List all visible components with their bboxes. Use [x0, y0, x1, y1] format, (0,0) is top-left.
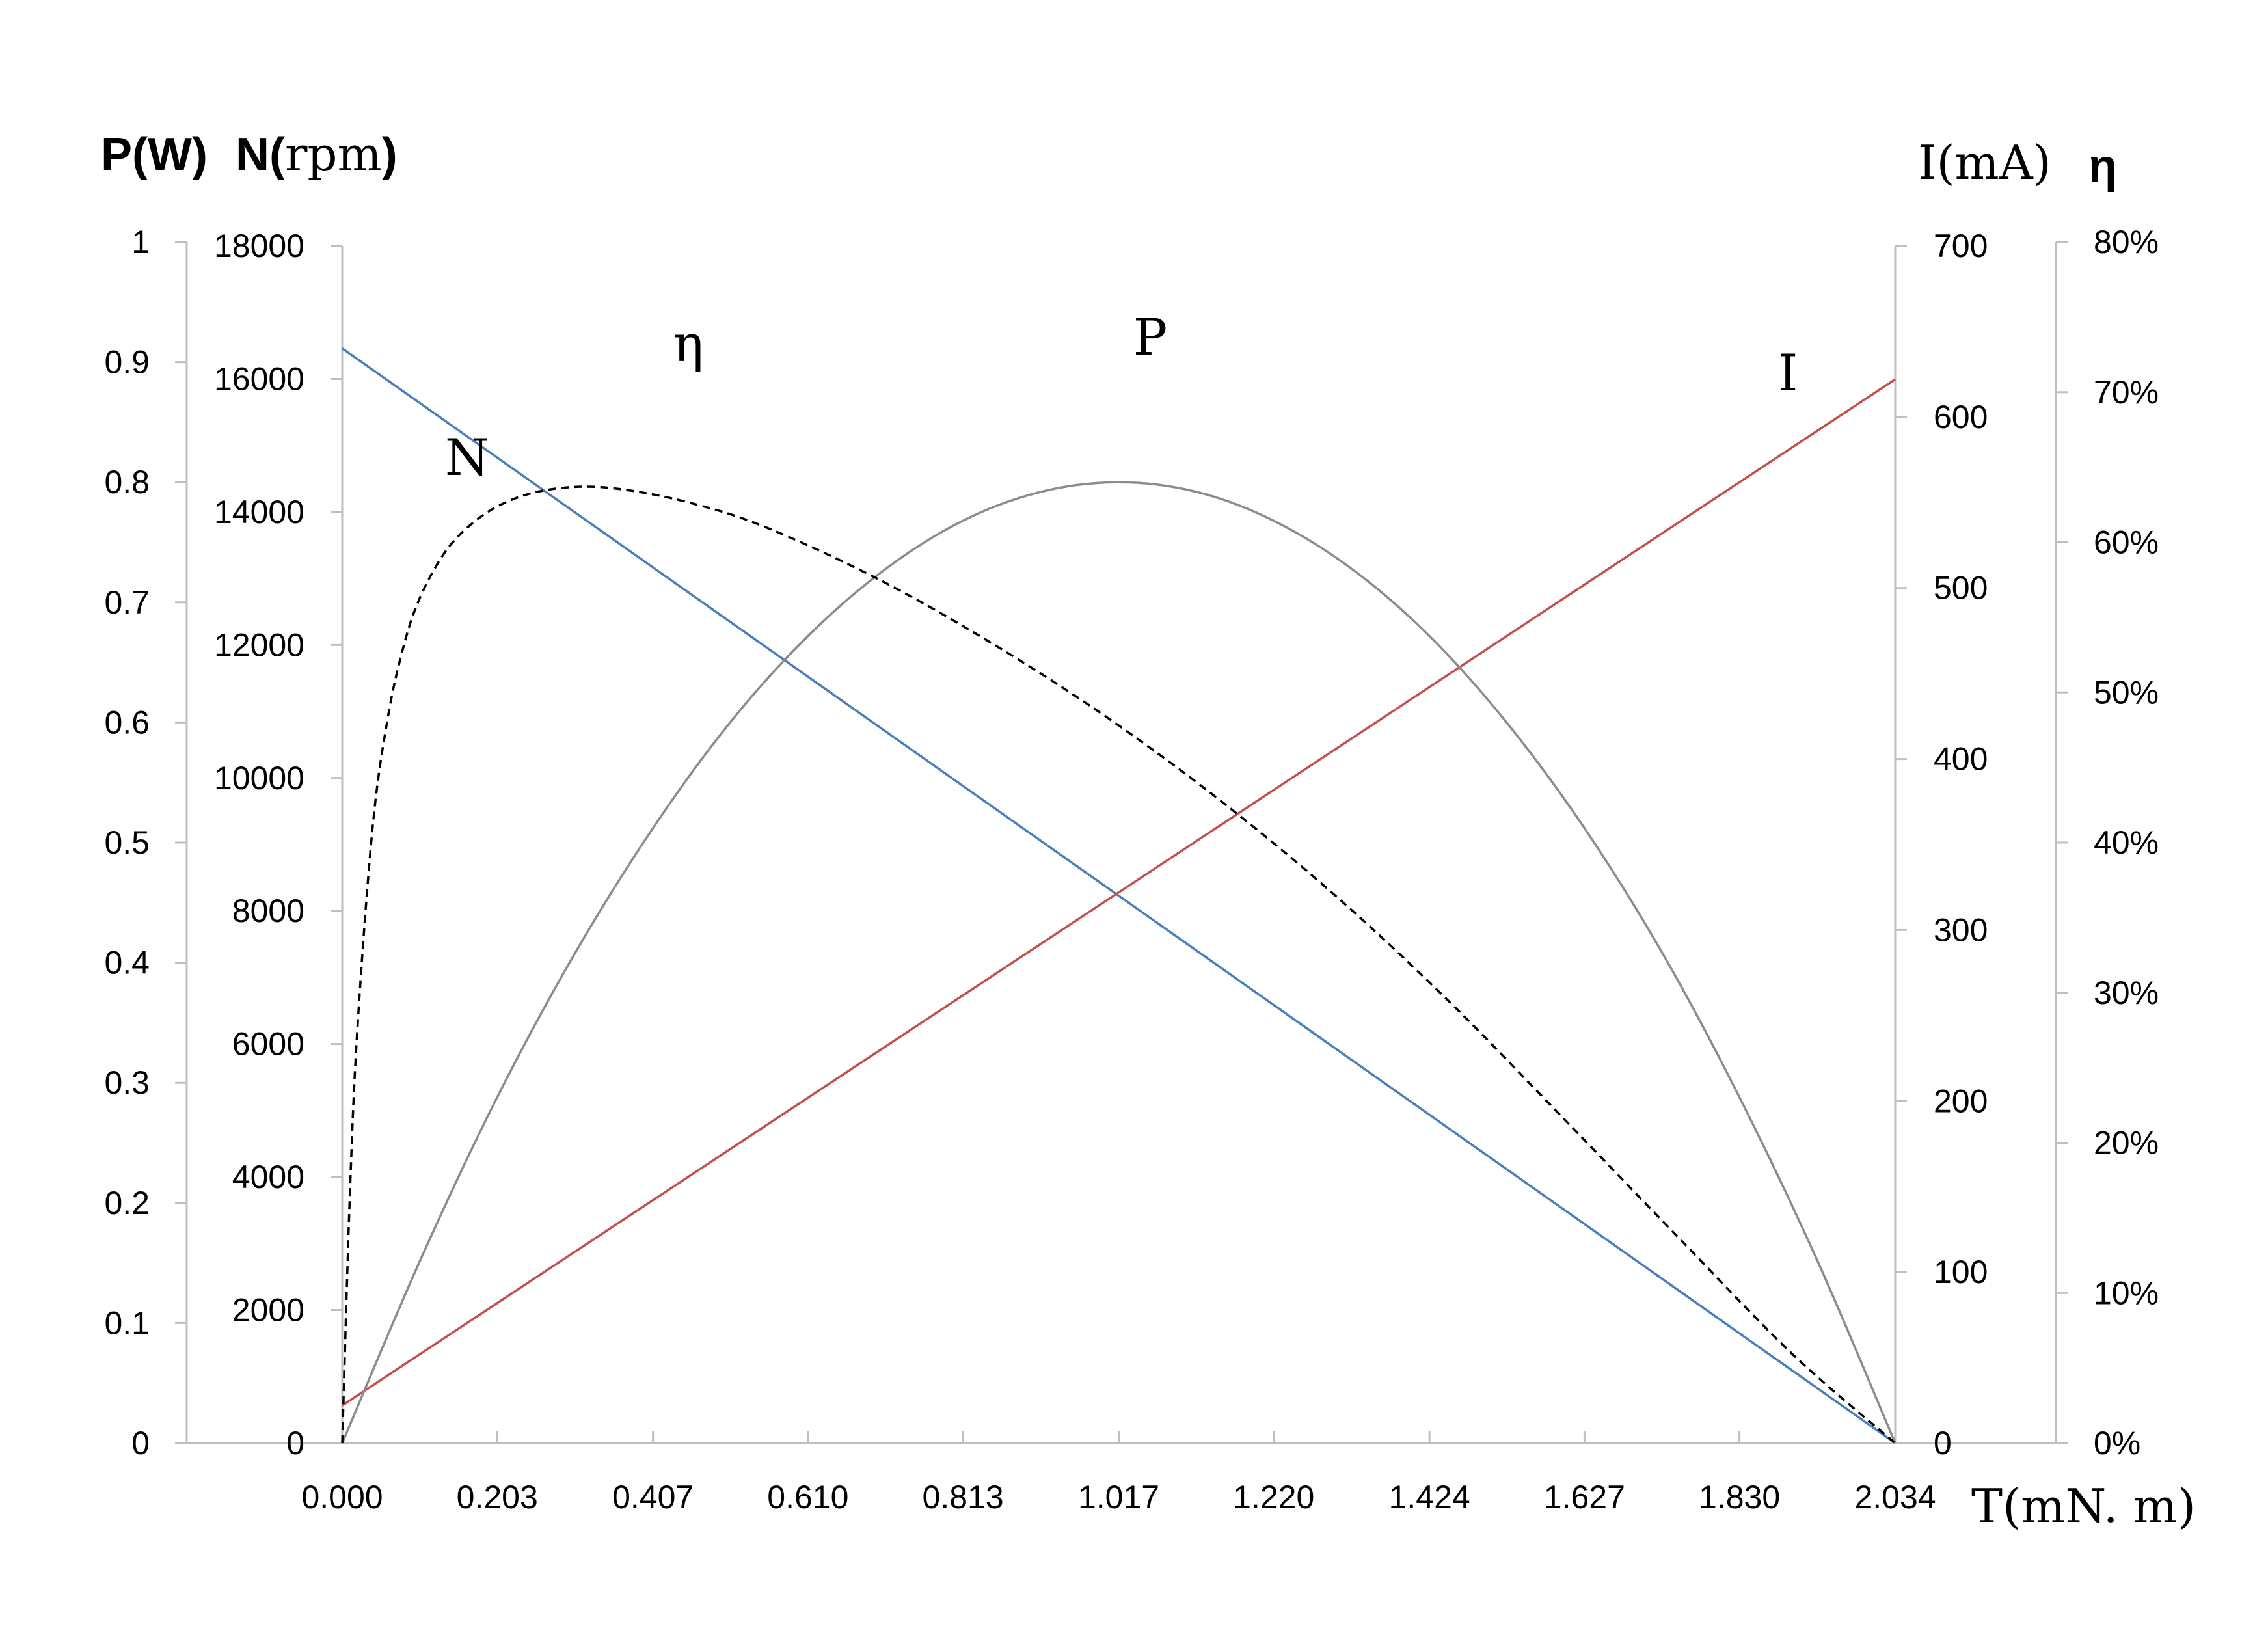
P-tick-label: 0.9 [104, 344, 150, 381]
N-tick-label: 18000 [214, 228, 304, 264]
series-N-line [341, 347, 1897, 1444]
x-axis-title: T(mN. m) [1971, 1479, 2196, 1534]
series-eta-line [341, 485, 1897, 1444]
curve-label-N: N [445, 429, 489, 487]
p-axis-title: P(W) [101, 129, 208, 181]
N-tick-label: 2000 [232, 1292, 304, 1329]
x-tick-label: 2.034 [1854, 1479, 1936, 1515]
eta-tick-label: 0% [2094, 1425, 2140, 1461]
P-tick-label: 0.4 [104, 945, 150, 981]
P-tick-label: 0.2 [104, 1185, 150, 1221]
P-tick-label: 0.5 [104, 824, 150, 861]
x-tick-label: 0.203 [457, 1479, 538, 1515]
axes: 00.10.20.30.40.50.60.70.80.9102000400060… [104, 224, 2159, 1515]
labels: P(W) N(rpm) I(mA) η T(mN. m) Nη P I [101, 127, 2196, 1534]
N-tick-label: 4000 [232, 1159, 304, 1195]
N-tick-label: 6000 [232, 1026, 304, 1062]
P-tick-label: 0.3 [104, 1064, 150, 1101]
I-tick-label: 400 [1934, 741, 1988, 778]
curve-label-η: η [673, 315, 704, 373]
x-tick-label: 0.813 [923, 1479, 1004, 1515]
eta-tick-label: 70% [2094, 374, 2159, 411]
eta-tick-label: 50% [2094, 674, 2159, 710]
P-tick-label: 0.8 [104, 464, 150, 500]
N-tick-label: 0 [286, 1425, 304, 1461]
eta-tick-label: 30% [2094, 975, 2159, 1011]
eta-axis-title: η [2088, 141, 2117, 193]
P-tick-label: 0.1 [104, 1305, 150, 1341]
I-tick-label: 0 [1934, 1425, 1952, 1461]
x-tick-label: 0.407 [612, 1479, 694, 1515]
x-tick-label: 0.610 [767, 1479, 848, 1515]
eta-tick-label: 80% [2094, 224, 2159, 260]
N-tick-label: 10000 [214, 760, 304, 796]
eta-tick-label: 20% [2094, 1125, 2159, 1161]
eta-tick-label: 40% [2094, 824, 2159, 861]
I-tick-label: 100 [1934, 1254, 1988, 1290]
eta-tick-label: 60% [2094, 524, 2159, 561]
x-tick-label: 1.830 [1699, 1479, 1780, 1515]
series [341, 347, 1897, 1444]
x-tick-label: 1.627 [1544, 1479, 1625, 1515]
x-tick-label: 1.017 [1078, 1479, 1159, 1515]
P-tick-label: 0 [131, 1425, 150, 1461]
curve-label-P: P [1133, 308, 1167, 367]
I-tick-label: 200 [1934, 1083, 1988, 1119]
N-tick-label: 8000 [232, 893, 304, 929]
P-tick-label: 0.6 [104, 704, 150, 740]
curve-label-I: I [1778, 344, 1798, 403]
P-tick-label: 0.7 [104, 584, 150, 621]
x-tick-label: 1.424 [1389, 1479, 1470, 1515]
series-P-line [341, 481, 1897, 1444]
I-tick-label: 500 [1934, 570, 1988, 606]
i-axis-title: I(mA) [1918, 135, 2051, 190]
x-tick-label: 1.220 [1233, 1479, 1314, 1515]
N-tick-label: 16000 [214, 360, 304, 397]
n-axis-title: N(rpm) [236, 127, 398, 182]
I-tick-label: 600 [1934, 399, 1988, 435]
eta-tick-label: 10% [2094, 1275, 2159, 1311]
x-tick-label: 0.000 [301, 1479, 383, 1515]
P-tick-label: 1 [131, 224, 150, 260]
I-tick-label: 300 [1934, 912, 1988, 948]
N-tick-label: 14000 [214, 494, 304, 530]
series-I-line [342, 378, 1896, 1407]
N-tick-label: 12000 [214, 627, 304, 663]
I-tick-label: 700 [1934, 228, 1988, 264]
